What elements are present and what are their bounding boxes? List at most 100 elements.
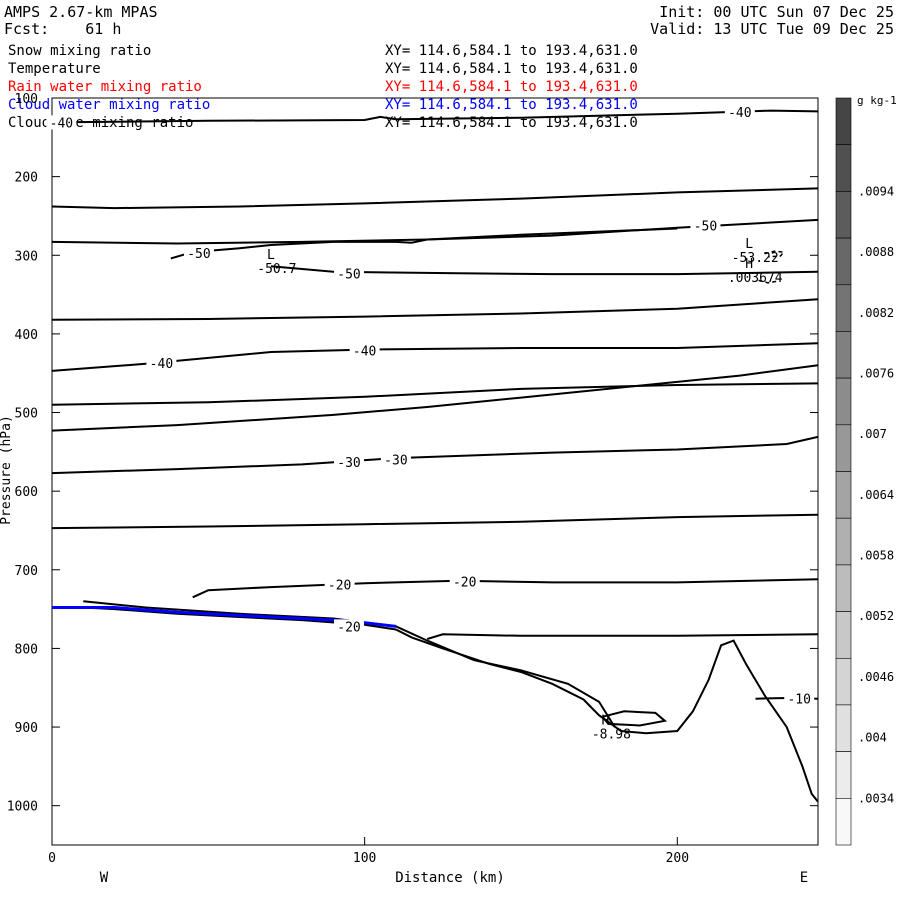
field-name: Rain water mixing ratio bbox=[8, 79, 202, 95]
extremum-value: .003674 bbox=[728, 271, 783, 286]
y-tick-label: 100 bbox=[15, 92, 38, 107]
field-name: Temperature bbox=[8, 61, 101, 77]
colorbar-segment bbox=[835, 564, 852, 612]
y-tick-label: 700 bbox=[15, 564, 38, 579]
colorbar-segment bbox=[835, 751, 852, 799]
y-tick-label: 1000 bbox=[7, 800, 38, 815]
y-tick-label: 600 bbox=[15, 485, 38, 500]
contour-label: -20 bbox=[337, 620, 360, 635]
colorbar-label: .0058 bbox=[858, 549, 894, 563]
colorbar-segment bbox=[835, 704, 852, 752]
colorbar-segment bbox=[835, 471, 852, 519]
label-bg bbox=[334, 455, 365, 470]
terrain-contour bbox=[83, 600, 616, 728]
field-xy-range: XY= 114.6,584.1 to 193.4,631.0 bbox=[385, 97, 638, 113]
label-bg bbox=[784, 691, 815, 706]
field-name: Snow mixing ratio bbox=[8, 43, 152, 59]
contour-label: -50 bbox=[337, 267, 360, 282]
colorbar-unit: g kg-1 bbox=[857, 94, 897, 107]
field-xy-range: XY= 114.6,584.1 to 193.4,631.0 bbox=[385, 79, 638, 95]
contour-label: -30 bbox=[384, 454, 407, 469]
colorbar-segment bbox=[835, 611, 852, 659]
x-tick-label: 200 bbox=[666, 851, 689, 866]
terrain-contour bbox=[52, 606, 819, 803]
y-tick-label: 900 bbox=[15, 721, 38, 736]
colorbar-segment bbox=[835, 144, 852, 192]
contour-label: -20 bbox=[453, 576, 476, 591]
contour-label: -40 bbox=[50, 116, 73, 131]
forecast-hour: Fcst: 61 h bbox=[4, 20, 122, 38]
label-bg bbox=[724, 105, 755, 120]
contour-label: -50 bbox=[694, 219, 717, 234]
isotherm-line bbox=[51, 435, 819, 475]
colorbar-segment bbox=[835, 517, 852, 566]
colorbar-segment bbox=[835, 284, 852, 332]
direction-west: W bbox=[100, 870, 109, 886]
colorbar-segment bbox=[835, 797, 852, 846]
label-bg bbox=[449, 574, 480, 589]
contour-label: -40 bbox=[353, 344, 376, 359]
label-bg bbox=[380, 452, 411, 467]
dashed-contour bbox=[758, 279, 778, 284]
plot-frame bbox=[51, 97, 819, 846]
colorbar: .0094 .0088 .0082 .0076 .007 .0064 .0058 .0052.… bbox=[835, 94, 897, 846]
extremum-value: -50.7 bbox=[257, 262, 296, 277]
y-tick-label: 200 bbox=[15, 171, 38, 186]
direction-east: E bbox=[800, 870, 808, 886]
label-bg bbox=[690, 218, 721, 233]
y-tick-label: 400 bbox=[15, 328, 38, 343]
contour-label: -10 bbox=[787, 693, 810, 708]
label-bg bbox=[46, 115, 77, 130]
contour-label: -40 bbox=[150, 357, 173, 372]
axis-ticks: 100 200 300 400 500 600 700 800 900 1000 0 100 200 bbox=[7, 92, 818, 866]
terrain-contour bbox=[601, 710, 668, 727]
contour-label: -50 bbox=[187, 247, 210, 262]
label-bg bbox=[146, 355, 177, 370]
isotherm-line bbox=[51, 109, 819, 124]
colorbar-segment bbox=[835, 97, 852, 146]
colorbar-label: .0052 bbox=[858, 609, 894, 623]
extremum-value: -8.98 bbox=[592, 727, 631, 742]
colorbar-label: .0088 bbox=[858, 245, 894, 259]
y-axis-label: Pressure (hPa) bbox=[0, 415, 14, 525]
colorbar-label: .0094 bbox=[858, 184, 894, 198]
colorbar-label: .007 bbox=[858, 427, 887, 441]
extremum-value: -53.22 bbox=[732, 251, 779, 266]
isotherm-line bbox=[192, 578, 819, 599]
label-bg bbox=[334, 619, 365, 634]
isotherm-line bbox=[51, 187, 819, 210]
colorbar-segment bbox=[835, 657, 852, 706]
colorbar-label: .0046 bbox=[858, 670, 894, 684]
colorbar-segment bbox=[835, 377, 852, 426]
field-xy-range: XY= 114.6,584.1 to 193.4,631.0 bbox=[385, 43, 638, 59]
extremum-marker: L bbox=[745, 237, 753, 252]
isotherm-line bbox=[426, 633, 819, 640]
x-tick-label: 100 bbox=[353, 851, 376, 866]
colorbar-label: .0076 bbox=[858, 367, 894, 381]
extremum-marker: L bbox=[267, 248, 275, 263]
colorbar-label: .0034 bbox=[858, 791, 894, 805]
isotherm-line bbox=[51, 382, 819, 406]
contour-label: -30 bbox=[337, 456, 360, 471]
extremum-marker: H bbox=[601, 713, 609, 728]
label-bg bbox=[183, 245, 214, 260]
isotherm-line bbox=[51, 513, 819, 530]
isotherm-line bbox=[51, 298, 819, 321]
colorbar-label: .0064 bbox=[858, 488, 894, 502]
x-axis-label: Distance (km) bbox=[395, 870, 505, 886]
isotherm-line bbox=[51, 364, 819, 432]
init-time: Init: 00 UTC Sun 07 Dec 25 bbox=[659, 3, 894, 21]
colorbar-label: .004 bbox=[858, 731, 887, 745]
valid-time: Valid: 13 UTC Tue 09 Dec 25 bbox=[650, 20, 894, 38]
field-name: Cloud ice mixing ratio bbox=[8, 115, 194, 131]
extremum-marker: H bbox=[745, 257, 753, 272]
colorbar-segment bbox=[835, 331, 852, 379]
temperature-contours bbox=[51, 109, 819, 803]
label-bg bbox=[324, 577, 355, 592]
x-tick-label: 0 bbox=[48, 851, 56, 866]
contour-label: -20 bbox=[328, 579, 351, 594]
contour-labels: -40 -40 -50 -50 -50 -40 -40 -30 -30 -20 -20 -20 -10 L… bbox=[46, 105, 815, 742]
isotherm-line bbox=[270, 265, 819, 276]
isotherm-line bbox=[170, 227, 678, 260]
